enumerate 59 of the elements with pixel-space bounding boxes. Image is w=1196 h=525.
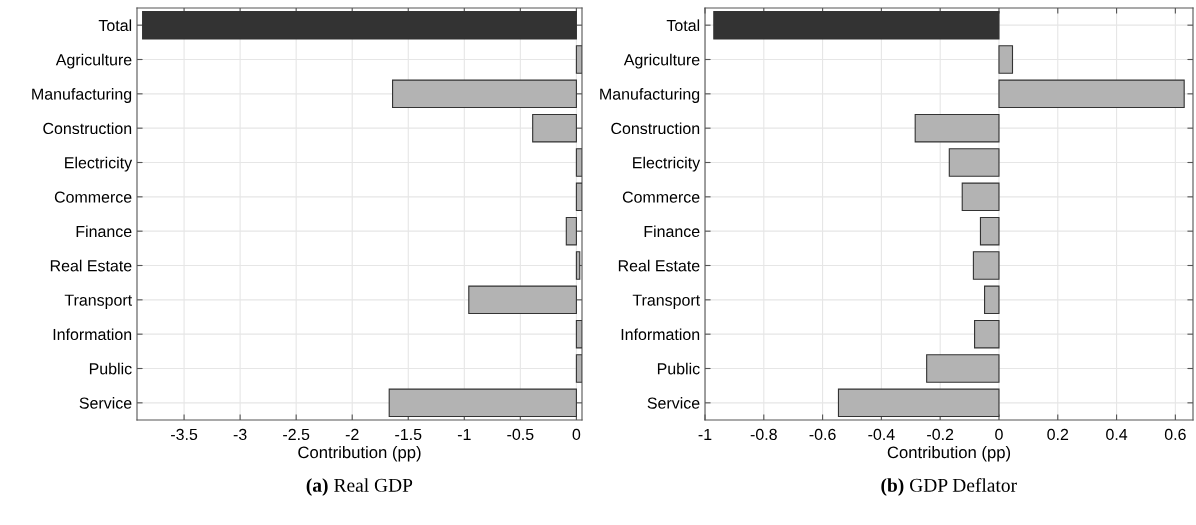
y-tick-label: Transport: [632, 294, 701, 309]
y-tick-label: Manufacturing: [32, 88, 132, 103]
y-tick-label: Public: [657, 362, 700, 375]
bar: [914, 113, 1000, 143]
x-tick-label: -0.4: [868, 428, 895, 441]
y-tick-label: Public: [89, 362, 132, 375]
y-tick-label: Total: [98, 19, 132, 32]
x-tick-label: -0.5: [507, 428, 534, 441]
x-tick-label: 0.4: [1106, 428, 1128, 441]
y-tick-label: Total: [666, 19, 700, 32]
y-tick-label: Transport: [64, 294, 133, 309]
y-tick-label: Agriculture: [55, 53, 132, 69]
x-tick-label: -2.5: [283, 428, 310, 441]
bar: [948, 148, 1000, 177]
x-tick-label: -0.8: [750, 428, 777, 441]
bar: [998, 79, 1185, 109]
bar: [972, 251, 1000, 280]
text: (b): [881, 478, 904, 496]
x-tick-label: 0: [572, 428, 581, 441]
bar: [926, 354, 1000, 383]
x-tick-label: -1.5: [395, 428, 422, 441]
x-tick-label: 0.6: [1164, 428, 1186, 441]
y-tick-label: Information: [53, 328, 132, 341]
y-tick-label: Information: [621, 328, 700, 341]
bar: [974, 319, 1000, 349]
x-tick-label: -0.2: [927, 428, 954, 441]
y-tick-label: Finance: [644, 225, 700, 238]
bar: [713, 10, 1000, 40]
y-tick-label: Construction: [43, 122, 132, 135]
text: GDP Deflator: [910, 477, 1017, 492]
x-tick-label: -0.6: [809, 428, 836, 441]
y-tick-label: Commerce: [622, 191, 700, 203]
x-tick-label: -3.5: [171, 428, 198, 441]
x-axis-title: Contribution (pp): [887, 446, 1011, 462]
y-tick-label: Construction: [611, 122, 700, 135]
y-tick-label: Finance: [76, 225, 132, 238]
y-tick-label: Service: [647, 397, 700, 409]
y-tick-label: Real Estate: [50, 259, 132, 272]
bar: [984, 285, 1000, 315]
bar: [961, 182, 1000, 212]
bar: [998, 45, 1014, 74]
y-tick-label: Real Estate: [618, 259, 700, 272]
x-tick-label: 0.2: [1047, 428, 1069, 441]
x-tick-label: 0: [995, 428, 1003, 441]
x-axis-title: Contribution (pp): [298, 446, 421, 462]
text: (a): [306, 478, 328, 496]
y-tick-label: Electricity: [65, 156, 133, 172]
x-tick-label: -3: [233, 428, 247, 441]
bar: [979, 216, 1000, 246]
y-tick-label: Commerce: [54, 191, 132, 203]
y-tick-label: Agriculture: [623, 53, 700, 69]
bar: [837, 388, 1000, 418]
x-tick-label: -1: [698, 428, 712, 440]
y-tick-label: Electricity: [633, 156, 701, 172]
text: Real GDP: [334, 478, 413, 492]
x-tick-label: -1: [457, 428, 471, 440]
y-tick-label: Service: [79, 397, 132, 409]
x-tick-label: -2: [345, 428, 359, 440]
y-tick-label: Manufacturing: [600, 88, 700, 103]
